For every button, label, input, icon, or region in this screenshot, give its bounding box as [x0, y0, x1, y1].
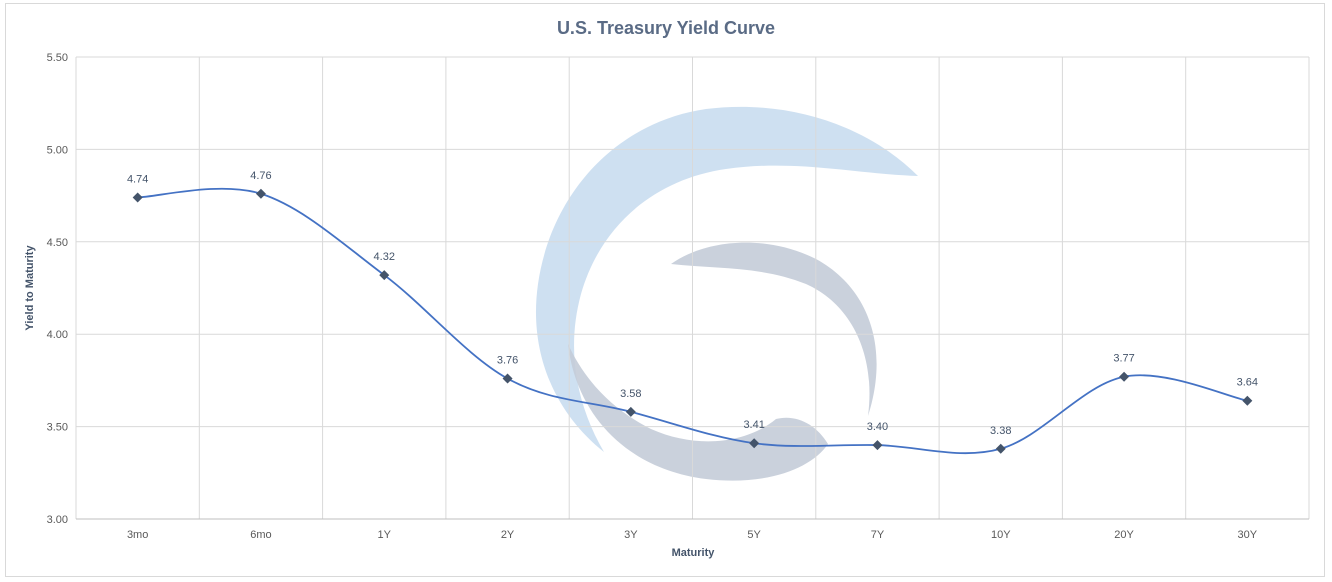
- y-tick-label: 3.00: [47, 514, 68, 526]
- x-tick-label: 10Y: [991, 529, 1011, 541]
- x-tick-label: 20Y: [1114, 529, 1134, 541]
- watermark-dark-arc-lower: [568, 344, 828, 481]
- x-tick-label: 3Y: [624, 529, 638, 541]
- series-group: 4.74 4.76 4.32 3.76 3.58 3.41 3.40 3.38 3.77 3.64: [127, 170, 1258, 455]
- series-line: [137, 187, 1248, 455]
- data-label: 3.64: [1237, 377, 1258, 389]
- x-tick-label: 7Y: [871, 529, 885, 541]
- x-tick-label: 3mo: [127, 529, 148, 541]
- data-label: 3.77: [1113, 353, 1134, 365]
- y-tick-label: 4.50: [47, 237, 68, 249]
- x-axis-title: Maturity: [672, 547, 716, 559]
- data-point-marker: [872, 440, 883, 451]
- watermark-logo: [535, 106, 918, 481]
- x-tick-label: 2Y: [501, 529, 515, 541]
- data-point-marker: [255, 188, 266, 199]
- data-point-marker: [1242, 395, 1253, 406]
- y-tick-label: 5.00: [47, 144, 68, 156]
- data-label: 4.74: [127, 173, 148, 185]
- data-label: 4.76: [250, 170, 271, 182]
- data-label: 3.40: [867, 421, 888, 433]
- chart-frame: 3.00 3.50 4.00 4.50 5.00 5.50 3mo 6mo 1Y 2Y 3Y 5Y 7Y…: [5, 3, 1325, 577]
- x-tick-label: 1Y: [378, 529, 392, 541]
- data-point-marker: [1119, 371, 1130, 382]
- data-point-marker: [502, 373, 513, 384]
- chart-title: U.S. Treasury Yield Curve: [557, 18, 775, 38]
- data-label: 3.38: [990, 425, 1011, 437]
- x-tick-label: 30Y: [1238, 529, 1258, 541]
- data-point-marker: [625, 406, 636, 417]
- data-label: 3.41: [743, 419, 764, 431]
- y-tick-label: 5.50: [47, 52, 68, 64]
- y-tick-label: 4.00: [47, 329, 68, 341]
- x-tick-label: 6mo: [250, 529, 271, 541]
- x-tick-label: 5Y: [747, 529, 761, 541]
- axes: 3.00 3.50 4.00 4.50 5.00 5.50 3mo 6mo 1Y 2Y 3Y 5Y 7Y…: [47, 52, 1309, 541]
- yield-curve-chart: 3.00 3.50 4.00 4.50 5.00 5.50 3mo 6mo 1Y 2Y 3Y 5Y 7Y…: [24, 18, 1310, 559]
- data-label: 3.58: [620, 388, 641, 400]
- grid-lines: [75, 56, 1310, 520]
- data-point-marker: [995, 443, 1006, 454]
- watermark-dark-arc-upper: [671, 242, 877, 416]
- watermark-light-arc: [535, 106, 918, 453]
- y-tick-label: 3.50: [47, 422, 68, 434]
- data-point-marker: [749, 438, 760, 449]
- data-label: 3.76: [497, 355, 518, 367]
- data-label: 4.32: [374, 251, 395, 263]
- data-point-marker: [379, 270, 390, 281]
- y-axis-title: Yield to Maturity: [24, 245, 36, 331]
- data-point-marker: [132, 192, 143, 203]
